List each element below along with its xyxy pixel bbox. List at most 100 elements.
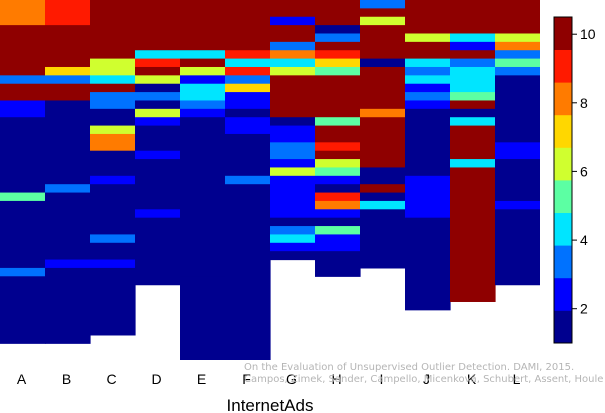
- heatmap-cell-L-8: [495, 66, 540, 76]
- heatmap-cell-F-21: [225, 175, 271, 185]
- heatmap-cell-C-13: [90, 108, 136, 127]
- colorbar-segment-7: [554, 114, 572, 148]
- heatmap-cell-A-10: [0, 83, 46, 102]
- heatmap-cell-H-24: [315, 200, 361, 210]
- heatmap-cell-I-14: [360, 117, 406, 169]
- heatmap-cell-E-10: [180, 83, 226, 102]
- heatmap-cell-H-6: [315, 50, 361, 60]
- heatmap-cell-J-13: [405, 108, 451, 177]
- heatmap-cell-B-10: [45, 83, 91, 102]
- heatmap-cell-E-7: [180, 58, 226, 68]
- heatmap-cell-K-13: [450, 108, 496, 118]
- credit-line-2: Campos, Zimek, Sander, Campello, Micenko…: [244, 373, 603, 385]
- x-tick-label-J: J: [423, 371, 430, 387]
- heatmap-cell-H-15: [315, 125, 361, 143]
- heatmap-cell-L-9: [495, 75, 540, 143]
- heatmap-cell-H-28: [315, 234, 361, 252]
- heatmap-cell-H-20: [315, 167, 361, 177]
- heatmap-cell-B-31: [45, 259, 91, 269]
- heatmap-cell-C-31: [90, 259, 136, 269]
- heatmap-cell-J-8: [405, 66, 451, 76]
- heatmap-cell-E-0: [180, 0, 226, 51]
- heatmap-cell-A-3: [0, 25, 46, 76]
- heatmap-cell-G-21: [270, 175, 316, 219]
- heatmap-cell-G-2: [270, 16, 316, 26]
- heatmap-cell-A-14: [0, 117, 46, 194]
- colorbar-tick-label-4: 4: [580, 232, 588, 248]
- heatmap-cell-L-4: [495, 33, 540, 43]
- heatmap-cell-H-18: [315, 150, 361, 160]
- heatmap-cell-C-11: [90, 92, 136, 110]
- heatmap-cell-A-23: [0, 192, 46, 202]
- heatmap-cell-J-0: [405, 0, 451, 35]
- heatmap-cell-G-0: [270, 0, 316, 18]
- heatmap-cell-J-10: [405, 83, 451, 93]
- heatmap-cell-A-12: [0, 100, 46, 118]
- heatmap-cell-G-28: [270, 234, 316, 244]
- heatmap-cell-I-24: [360, 200, 406, 210]
- heatmap-cell-A-0: [0, 0, 46, 26]
- heatmap-cell-F-9: [225, 75, 271, 85]
- heatmap-cell-B-12: [45, 100, 91, 185]
- heatmap-cell-F-10: [225, 83, 271, 93]
- heatmap-cell-F-8: [225, 66, 271, 76]
- heatmap-cell-G-6: [270, 50, 316, 60]
- heatmap-cell-G-14: [270, 117, 316, 127]
- heatmap-cell-J-9: [405, 75, 451, 85]
- heatmap-cell-K-5: [450, 41, 496, 51]
- heatmap-cell-G-29: [270, 242, 316, 252]
- colorbar-segment-6: [554, 147, 572, 181]
- heatmap-cell-D-12: [135, 100, 181, 110]
- heatmap-cell-C-9: [90, 75, 136, 85]
- heatmap-cell-I-0: [360, 0, 406, 9]
- heatmap-cell-H-4: [315, 33, 361, 43]
- heatmap-cell-E-9: [180, 75, 226, 85]
- heatmap-cell-E-6: [180, 50, 226, 60]
- heatmap-cell-E-14: [180, 117, 226, 277]
- heatmap-cell-H-0: [315, 0, 361, 26]
- x-tick-label-C: C: [106, 371, 116, 387]
- heatmap-cell-G-8: [270, 66, 316, 76]
- heatmap-cell-G-20: [270, 167, 316, 177]
- colorbar-tick-label-2: 2: [580, 301, 588, 317]
- heatmap-cell-K-20: [450, 167, 496, 302]
- heatmap-cell-C-32: [90, 267, 136, 336]
- heatmap-cell-A-9: [0, 75, 46, 85]
- heatmap-cell-G-3: [270, 25, 316, 43]
- heatmap-cell-D-11: [135, 92, 181, 102]
- heatmap-cell-I-20: [360, 167, 406, 185]
- heatmap-cell-I-2: [360, 16, 406, 26]
- heatmap-cell-I-13: [360, 108, 406, 118]
- heatmap-cell-I-23: [360, 192, 406, 202]
- heatmap-cell-H-3: [315, 25, 361, 35]
- heatmap-cell-L-17: [495, 142, 540, 160]
- heatmap-cell-G-17: [270, 142, 316, 160]
- heatmap-cell-E-33: [180, 276, 226, 360]
- heatmap-cell-F-7: [225, 58, 271, 68]
- x-tick-label-D: D: [151, 371, 161, 387]
- colorbar-segment-3: [554, 245, 572, 279]
- x-tick-label-I: I: [380, 371, 384, 387]
- heatmap-cell-K-0: [450, 0, 496, 35]
- colorbar-tick-label-6: 6: [580, 163, 588, 179]
- heatmap-cell-E-12: [180, 100, 226, 110]
- x-tick-label-K: K: [467, 371, 477, 387]
- colorbar-segment-10: [554, 17, 572, 50]
- heatmap-cell-L-25: [495, 209, 540, 286]
- heatmap-cell-C-15: [90, 125, 136, 135]
- colorbar-tick-labels: 2 4 6 8 10: [572, 26, 596, 317]
- heatmap-cell-D-19: [135, 159, 181, 210]
- heatmap-cell-H-9: [315, 75, 361, 118]
- heatmap-cell-K-11: [450, 92, 496, 102]
- x-tick-label-A: A: [17, 371, 27, 387]
- heatmap-cell-F-13: [225, 108, 271, 118]
- heatmap-plot-area: [0, 0, 540, 360]
- heatmap-cell-H-22: [315, 184, 361, 194]
- heatmap-cell-K-8: [450, 66, 496, 93]
- heatmap-cell-K-6: [450, 50, 496, 60]
- heatmap-cell-F-14: [225, 117, 271, 135]
- heatmap-cell-D-15: [135, 125, 181, 152]
- heatmap-cell-D-18: [135, 150, 181, 160]
- colorbar-segment-5: [554, 180, 572, 213]
- colorbar: [553, 16, 573, 344]
